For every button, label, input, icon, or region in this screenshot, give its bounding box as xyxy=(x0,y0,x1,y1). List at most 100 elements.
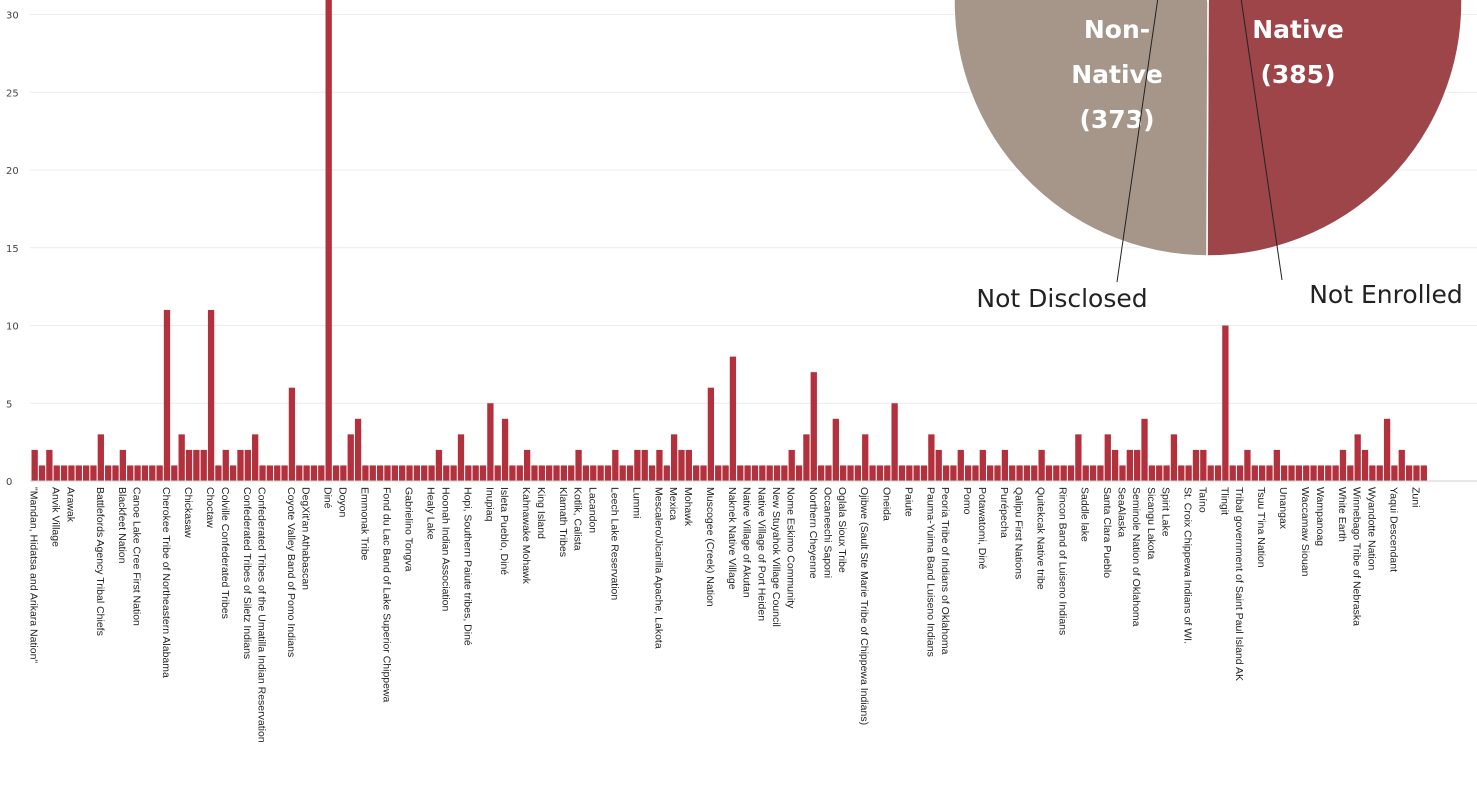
bar[interactable] xyxy=(810,372,817,481)
bar[interactable] xyxy=(1163,465,1170,481)
bar[interactable] xyxy=(693,465,700,481)
bar[interactable] xyxy=(340,465,347,481)
bar[interactable] xyxy=(60,465,68,481)
bar[interactable] xyxy=(1420,465,1427,481)
bar[interactable] xyxy=(1413,465,1420,481)
bar[interactable] xyxy=(619,465,626,481)
bar[interactable] xyxy=(678,449,685,481)
bar[interactable] xyxy=(935,449,942,481)
bar[interactable] xyxy=(413,465,421,481)
bar[interactable] xyxy=(840,465,847,481)
bar[interactable] xyxy=(97,434,104,481)
bar[interactable] xyxy=(1361,449,1369,481)
bar[interactable] xyxy=(244,449,251,481)
bar[interactable] xyxy=(178,434,185,481)
bar[interactable] xyxy=(222,449,229,481)
bar[interactable] xyxy=(1383,418,1391,481)
bar[interactable] xyxy=(1405,465,1413,481)
bar[interactable] xyxy=(1075,434,1082,481)
bar[interactable] xyxy=(869,465,876,481)
bar[interactable] xyxy=(920,465,928,481)
bar[interactable] xyxy=(795,465,803,481)
bar[interactable] xyxy=(715,465,722,481)
bar[interactable] xyxy=(1178,465,1185,481)
bar[interactable] xyxy=(163,309,171,481)
bar[interactable] xyxy=(1192,449,1200,481)
bar[interactable] xyxy=(237,449,244,481)
bar[interactable] xyxy=(259,465,266,481)
bar[interactable] xyxy=(281,465,288,481)
bar[interactable] xyxy=(200,449,207,481)
bar[interactable] xyxy=(1060,465,1067,481)
bar[interactable] xyxy=(207,309,215,481)
bar[interactable] xyxy=(1156,465,1163,481)
bar[interactable] xyxy=(156,465,163,481)
bar[interactable] xyxy=(443,465,450,481)
bar[interactable] xyxy=(1148,465,1156,481)
bar[interactable] xyxy=(1104,434,1111,481)
bar[interactable] xyxy=(670,434,678,481)
bar[interactable] xyxy=(288,387,296,481)
pie-slice[interactable] xyxy=(1202,0,1209,3)
bar[interactable] xyxy=(707,387,715,481)
bar[interactable] xyxy=(347,434,354,481)
bar[interactable] xyxy=(538,465,545,481)
bar[interactable] xyxy=(582,465,590,481)
bar[interactable] xyxy=(575,449,582,481)
bar[interactable] xyxy=(1185,465,1192,481)
bar[interactable] xyxy=(112,465,119,481)
bar[interactable] xyxy=(553,465,560,481)
bar[interactable] xyxy=(876,465,884,481)
bar[interactable] xyxy=(597,465,604,481)
bar[interactable] xyxy=(825,465,832,481)
bar[interactable] xyxy=(987,465,994,481)
bar[interactable] xyxy=(1089,465,1097,481)
bar[interactable] xyxy=(53,465,60,481)
bar[interactable] xyxy=(1038,449,1045,481)
bar[interactable] xyxy=(1214,465,1222,481)
bar[interactable] xyxy=(862,434,869,481)
bar[interactable] xyxy=(274,465,281,481)
bar[interactable] xyxy=(913,465,920,481)
bar[interactable] xyxy=(1111,449,1119,481)
bar[interactable] xyxy=(1391,465,1398,481)
bar[interactable] xyxy=(193,449,200,481)
bar[interactable] xyxy=(82,465,90,481)
bar[interactable] xyxy=(766,465,773,481)
bar[interactable] xyxy=(604,465,612,481)
bar[interactable] xyxy=(332,465,340,481)
bar[interactable] xyxy=(303,465,310,481)
bar[interactable] xyxy=(568,465,575,481)
bar[interactable] xyxy=(435,449,443,481)
bar[interactable] xyxy=(362,465,369,481)
bar[interactable] xyxy=(1317,465,1325,481)
bar[interactable] xyxy=(472,465,479,481)
bar[interactable] xyxy=(1053,465,1060,481)
bar[interactable] xyxy=(1281,465,1288,481)
bar[interactable] xyxy=(1244,449,1251,481)
bar[interactable] xyxy=(376,465,384,481)
bar[interactable] xyxy=(1097,465,1104,481)
bar[interactable] xyxy=(788,449,795,481)
bar[interactable] xyxy=(612,449,619,481)
bar[interactable] xyxy=(369,465,376,481)
bar[interactable] xyxy=(465,465,472,481)
bar[interactable] xyxy=(1273,449,1280,481)
bar[interactable] xyxy=(1332,465,1339,481)
bar[interactable] xyxy=(759,465,766,481)
pie-slice[interactable] xyxy=(953,0,1209,257)
bar[interactable] xyxy=(928,434,935,481)
bar[interactable] xyxy=(751,465,759,481)
bar[interactable] xyxy=(127,465,134,481)
bar[interactable] xyxy=(318,465,325,481)
bar[interactable] xyxy=(847,465,854,481)
bar[interactable] xyxy=(884,465,891,481)
bar[interactable] xyxy=(531,465,538,481)
pie-slice[interactable] xyxy=(1206,0,1463,257)
bar[interactable] xyxy=(972,465,979,481)
bar[interactable] xyxy=(325,0,332,481)
bar[interactable] xyxy=(803,434,810,481)
bar[interactable] xyxy=(501,418,509,481)
bar[interactable] xyxy=(105,465,112,481)
bar[interactable] xyxy=(1398,449,1405,481)
